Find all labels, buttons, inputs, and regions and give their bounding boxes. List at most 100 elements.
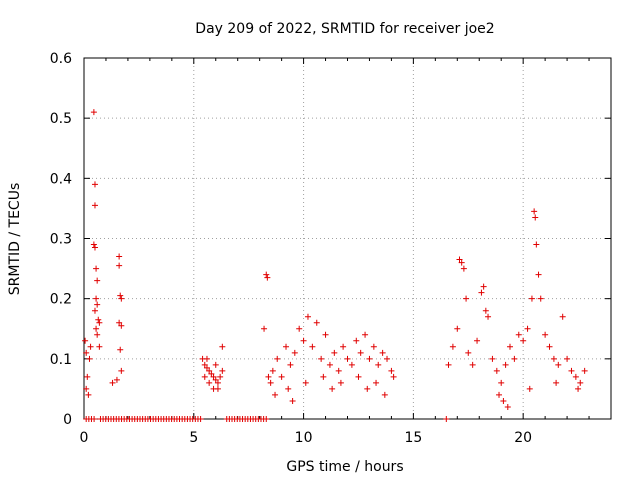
data-point bbox=[469, 361, 476, 368]
data-point bbox=[296, 325, 303, 332]
data-point bbox=[520, 337, 527, 344]
data-point bbox=[96, 343, 103, 350]
data-point bbox=[504, 403, 511, 410]
data-point bbox=[212, 361, 219, 368]
y-tick-label: 0 bbox=[63, 412, 72, 428]
data-point bbox=[304, 313, 311, 320]
data-point bbox=[93, 295, 100, 302]
data-point bbox=[219, 367, 226, 374]
data-point bbox=[546, 343, 553, 350]
data-point bbox=[318, 355, 325, 362]
data-point bbox=[291, 349, 298, 356]
data-point bbox=[474, 337, 481, 344]
data-point bbox=[331, 349, 338, 356]
data-point bbox=[206, 379, 213, 386]
data-point bbox=[335, 367, 342, 374]
data-point bbox=[263, 416, 270, 422]
data-point bbox=[274, 355, 281, 362]
data-point bbox=[463, 295, 470, 302]
y-tick-label: 0.5 bbox=[50, 111, 72, 127]
data-point bbox=[118, 295, 125, 302]
data-point bbox=[526, 385, 533, 392]
data-point bbox=[219, 343, 226, 350]
data-point bbox=[313, 319, 320, 326]
data-point bbox=[357, 349, 364, 356]
data-point bbox=[575, 385, 582, 392]
data-point bbox=[340, 343, 347, 350]
data-point bbox=[555, 361, 562, 368]
data-point bbox=[460, 265, 467, 272]
data-point bbox=[535, 271, 542, 278]
data-point bbox=[214, 379, 221, 386]
data-point bbox=[91, 181, 98, 188]
data-point bbox=[269, 367, 276, 374]
x-tick-label: 5 bbox=[189, 430, 198, 446]
data-point bbox=[197, 416, 204, 422]
axis-ticks: 0 5 10 15 20 0 0.1 0.2 0.3 0.4 0.5 0.6 bbox=[50, 51, 611, 446]
data-point bbox=[366, 355, 373, 362]
data-point bbox=[364, 385, 371, 392]
data-point bbox=[496, 391, 503, 398]
data-point bbox=[82, 337, 89, 344]
data-point bbox=[506, 343, 513, 350]
x-tick-label: 15 bbox=[404, 430, 422, 446]
data-point bbox=[206, 367, 213, 374]
data-point bbox=[443, 416, 450, 422]
data-point bbox=[287, 361, 294, 368]
data-point bbox=[208, 370, 215, 377]
data-point bbox=[116, 262, 123, 269]
data-point bbox=[91, 244, 98, 251]
data-point bbox=[84, 373, 91, 380]
data-point bbox=[572, 373, 579, 380]
data-point bbox=[264, 274, 271, 281]
data-point bbox=[94, 277, 101, 284]
data-point bbox=[201, 373, 208, 380]
data-points bbox=[82, 109, 588, 422]
data-point bbox=[531, 208, 538, 215]
data-point bbox=[87, 343, 94, 350]
data-point bbox=[320, 373, 327, 380]
data-point bbox=[86, 355, 93, 362]
data-point bbox=[302, 379, 309, 386]
data-point bbox=[96, 319, 103, 326]
data-point bbox=[559, 313, 566, 320]
data-point bbox=[94, 331, 101, 338]
data-point bbox=[373, 379, 380, 386]
y-tick-label: 0.1 bbox=[50, 352, 72, 368]
data-point bbox=[95, 316, 102, 323]
data-point bbox=[300, 337, 307, 344]
y-tick-label: 0.3 bbox=[50, 232, 72, 248]
data-point bbox=[285, 385, 292, 392]
data-point bbox=[94, 301, 101, 308]
data-point bbox=[564, 355, 571, 362]
chart-title: Day 209 of 2022, SRMTID for receiver joe… bbox=[195, 21, 494, 37]
data-point bbox=[203, 355, 210, 362]
grid bbox=[84, 58, 611, 419]
data-point bbox=[267, 379, 274, 386]
data-point bbox=[553, 379, 560, 386]
data-point bbox=[511, 355, 518, 362]
data-point bbox=[118, 367, 125, 374]
data-point bbox=[113, 376, 120, 383]
data-point bbox=[90, 241, 97, 248]
data-point bbox=[498, 379, 505, 386]
data-point bbox=[524, 325, 531, 332]
data-point bbox=[93, 325, 100, 332]
data-point bbox=[370, 343, 377, 350]
data-point bbox=[379, 349, 386, 356]
data-point bbox=[283, 343, 290, 350]
data-point bbox=[581, 367, 588, 374]
data-point bbox=[344, 355, 351, 362]
data-point bbox=[272, 391, 279, 398]
x-tick-label: 10 bbox=[295, 430, 313, 446]
x-tick-label: 20 bbox=[514, 430, 532, 446]
data-point bbox=[214, 385, 221, 392]
y-tick-label: 0.2 bbox=[50, 292, 72, 308]
plot-frame bbox=[83, 57, 612, 420]
data-point bbox=[489, 355, 496, 362]
data-point bbox=[337, 379, 344, 386]
data-point bbox=[91, 416, 98, 422]
data-point bbox=[109, 379, 116, 386]
